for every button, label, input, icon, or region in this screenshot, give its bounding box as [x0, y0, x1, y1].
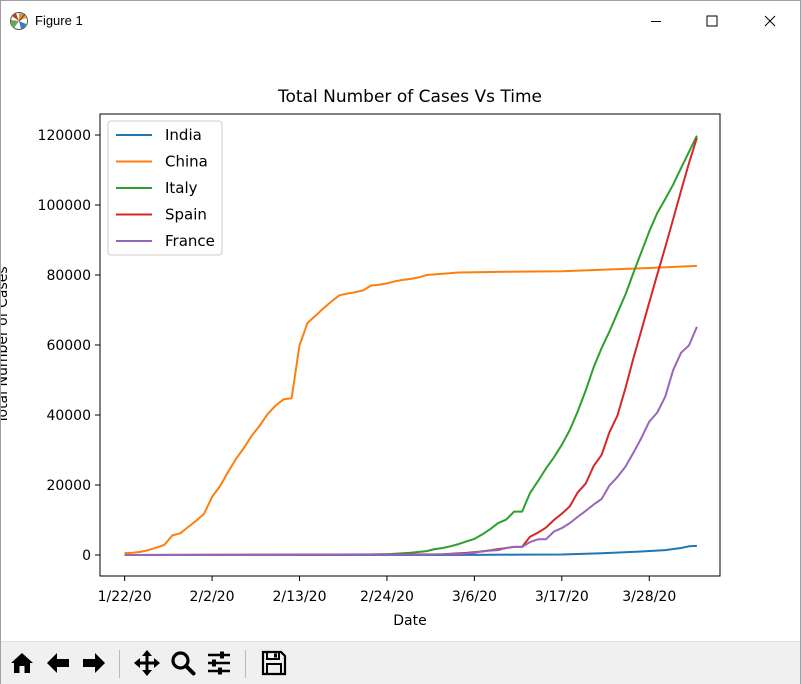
save-button[interactable]: [259, 648, 289, 678]
series-layer: [124, 135, 698, 556]
y-tick-label: 20000: [46, 478, 91, 494]
series-line-france: [124, 326, 698, 556]
y-axis-label: Total Number of Cases: [1, 266, 11, 424]
figure-canvas[interactable]: Total Number of Cases Vs Time 1/22/20 2/2…: [0, 41, 800, 641]
x-tick-label: 3/17/20: [535, 589, 589, 605]
matplotlib-logo-icon: [10, 12, 28, 30]
series-line-india: [124, 544, 697, 556]
y-tick-label: 60000: [46, 338, 91, 354]
back-arrow-icon: [47, 653, 69, 673]
x-tick-label: 3/28/20: [622, 589, 676, 605]
y-tick-label: 80000: [46, 268, 91, 284]
maximize-icon: [706, 15, 718, 27]
plot-axes-frame: [99, 113, 721, 577]
legend-label-china: China: [165, 153, 208, 171]
close-button[interactable]: [742, 1, 798, 41]
x-tick-label: 2/24/20: [360, 589, 414, 605]
zoom-magnifier-icon: [171, 651, 196, 676]
maximize-button[interactable]: [684, 1, 740, 41]
toolbar-separator: [119, 650, 120, 678]
x-tick-label: 2/2/20: [190, 589, 235, 605]
minimize-icon: [651, 21, 661, 22]
x-tick-label: 3/6/20: [452, 589, 497, 605]
title-bar[interactable]: Figure 1: [1, 1, 800, 41]
line-chart[interactable]: Total Number of Cases Vs Time 1/22/20 2/2…: [0, 41, 800, 641]
y-tick-label: 120000: [38, 128, 91, 144]
x-axis-label: Date: [393, 613, 426, 629]
y-tick-label: 0: [82, 548, 91, 564]
y-axis-ticks: 0 20000 40000 60000 80000 100000 120000: [38, 128, 100, 564]
toolbar-separator: [245, 650, 246, 678]
series-line-italy: [124, 135, 698, 556]
y-tick-label: 100000: [38, 198, 91, 214]
legend-label-india: India: [165, 126, 202, 144]
window-title: Figure 1: [35, 13, 83, 28]
configure-subplots-icon: [208, 651, 230, 675]
zoom-button[interactable]: [168, 648, 198, 678]
close-icon: [764, 15, 776, 27]
x-tick-label: 2/13/20: [273, 589, 327, 605]
home-button[interactable]: [7, 648, 37, 678]
x-axis-ticks: 1/22/20 2/2/20 2/13/20 2/24/20 3/6/20 3/17/20…: [98, 576, 676, 605]
series-line-china: [124, 264, 697, 555]
y-tick-label: 40000: [46, 408, 91, 424]
x-tick-label: 1/22/20: [98, 589, 152, 605]
forward-button[interactable]: [79, 648, 109, 678]
forward-arrow-icon: [83, 653, 105, 673]
home-icon: [11, 653, 33, 673]
navigation-toolbar: [1, 641, 800, 684]
save-floppy-icon: [261, 650, 287, 676]
pan-button[interactable]: [132, 648, 162, 678]
legend-label-france: France: [165, 232, 215, 250]
configure-subplots-button[interactable]: [204, 648, 234, 678]
minimize-button[interactable]: [628, 1, 684, 41]
legend-box: [107, 120, 223, 256]
legend: India China Italy Spain France: [107, 120, 223, 256]
chart-title: Total Number of Cases Vs Time: [277, 87, 542, 107]
pan-move-icon: [134, 650, 160, 676]
back-button[interactable]: [43, 648, 73, 678]
legend-label-spain: Spain: [165, 206, 207, 224]
legend-label-italy: Italy: [165, 179, 198, 197]
